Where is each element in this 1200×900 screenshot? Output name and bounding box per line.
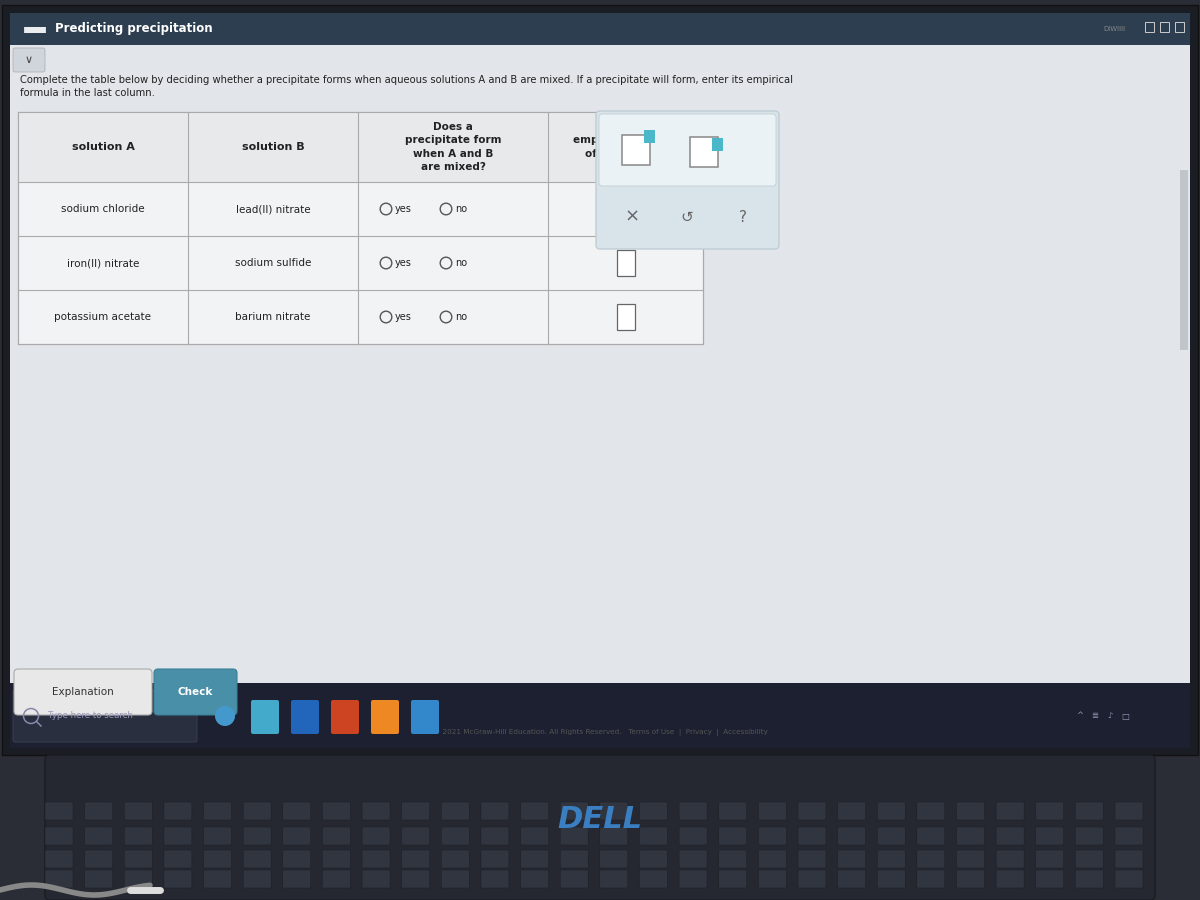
FancyBboxPatch shape	[1115, 870, 1142, 888]
FancyBboxPatch shape	[18, 112, 703, 182]
FancyBboxPatch shape	[679, 850, 707, 868]
FancyBboxPatch shape	[362, 802, 390, 820]
FancyBboxPatch shape	[46, 850, 73, 868]
Text: © 2021 McGraw-Hill Education. All Rights Reserved.   Terms of Use  |  Privacy  |: © 2021 McGraw-Hill Education. All Rights…	[432, 729, 768, 736]
FancyBboxPatch shape	[402, 827, 430, 845]
FancyBboxPatch shape	[164, 850, 192, 868]
FancyBboxPatch shape	[85, 827, 113, 845]
FancyBboxPatch shape	[10, 13, 1190, 748]
FancyBboxPatch shape	[442, 827, 469, 845]
Text: Explanation: Explanation	[52, 687, 114, 697]
FancyBboxPatch shape	[560, 802, 588, 820]
Text: Does a
precipitate form
when A and B
are mixed?: Does a precipitate form when A and B are…	[404, 122, 502, 172]
Text: iron(II) nitrate: iron(II) nitrate	[67, 258, 139, 268]
FancyBboxPatch shape	[362, 827, 390, 845]
FancyBboxPatch shape	[442, 850, 469, 868]
FancyBboxPatch shape	[917, 802, 944, 820]
FancyBboxPatch shape	[442, 870, 469, 888]
FancyBboxPatch shape	[323, 802, 350, 820]
FancyBboxPatch shape	[798, 802, 826, 820]
FancyBboxPatch shape	[1075, 827, 1103, 845]
Text: no: no	[455, 312, 467, 322]
FancyBboxPatch shape	[204, 870, 232, 888]
Text: DELL: DELL	[558, 806, 642, 834]
FancyBboxPatch shape	[1036, 827, 1063, 845]
Text: ∨: ∨	[25, 55, 34, 65]
FancyBboxPatch shape	[290, 700, 319, 734]
FancyBboxPatch shape	[442, 802, 469, 820]
FancyBboxPatch shape	[1115, 850, 1142, 868]
FancyBboxPatch shape	[362, 870, 390, 888]
FancyBboxPatch shape	[712, 138, 722, 151]
FancyBboxPatch shape	[838, 850, 865, 868]
FancyBboxPatch shape	[622, 135, 650, 165]
FancyBboxPatch shape	[640, 870, 667, 888]
Text: solution A: solution A	[72, 142, 134, 152]
FancyBboxPatch shape	[283, 802, 311, 820]
Text: ↺: ↺	[680, 210, 694, 224]
FancyBboxPatch shape	[600, 850, 628, 868]
FancyBboxPatch shape	[758, 870, 786, 888]
FancyBboxPatch shape	[679, 827, 707, 845]
FancyBboxPatch shape	[10, 720, 1190, 745]
FancyBboxPatch shape	[1180, 170, 1188, 350]
Text: ^: ^	[1076, 712, 1084, 721]
Text: potassium acetate: potassium acetate	[54, 312, 151, 322]
FancyBboxPatch shape	[560, 870, 588, 888]
FancyBboxPatch shape	[596, 111, 779, 249]
Text: barium nitrate: barium nitrate	[235, 312, 311, 322]
FancyBboxPatch shape	[244, 870, 271, 888]
FancyBboxPatch shape	[244, 802, 271, 820]
FancyBboxPatch shape	[204, 827, 232, 845]
FancyBboxPatch shape	[996, 870, 1024, 888]
FancyBboxPatch shape	[617, 304, 635, 330]
Text: DIWIIII: DIWIIII	[1103, 26, 1126, 32]
FancyBboxPatch shape	[481, 827, 509, 845]
FancyBboxPatch shape	[956, 850, 984, 868]
FancyBboxPatch shape	[719, 802, 746, 820]
FancyBboxPatch shape	[46, 755, 1154, 900]
FancyBboxPatch shape	[85, 870, 113, 888]
Text: sodium sulfide: sodium sulfide	[235, 258, 311, 268]
FancyBboxPatch shape	[402, 802, 430, 820]
FancyBboxPatch shape	[323, 827, 350, 845]
FancyBboxPatch shape	[85, 850, 113, 868]
FancyBboxPatch shape	[758, 827, 786, 845]
FancyBboxPatch shape	[18, 112, 703, 344]
FancyBboxPatch shape	[283, 850, 311, 868]
FancyBboxPatch shape	[204, 850, 232, 868]
FancyBboxPatch shape	[877, 870, 905, 888]
FancyBboxPatch shape	[917, 827, 944, 845]
FancyBboxPatch shape	[1115, 802, 1142, 820]
Text: empirical formula
of precipitate: empirical formula of precipitate	[574, 135, 678, 158]
FancyBboxPatch shape	[13, 48, 46, 72]
FancyBboxPatch shape	[244, 850, 271, 868]
Text: no: no	[455, 258, 467, 268]
FancyBboxPatch shape	[164, 802, 192, 820]
Text: Complete the table below by deciding whether a precipitate forms when aqueous so: Complete the table below by deciding whe…	[20, 75, 793, 85]
FancyBboxPatch shape	[798, 850, 826, 868]
FancyBboxPatch shape	[125, 850, 152, 868]
FancyBboxPatch shape	[481, 850, 509, 868]
FancyBboxPatch shape	[481, 802, 509, 820]
Text: yes: yes	[395, 204, 412, 214]
FancyBboxPatch shape	[46, 870, 73, 888]
FancyBboxPatch shape	[600, 802, 628, 820]
FancyBboxPatch shape	[323, 850, 350, 868]
FancyBboxPatch shape	[838, 827, 865, 845]
Text: Type here to search: Type here to search	[48, 712, 133, 721]
FancyBboxPatch shape	[164, 870, 192, 888]
FancyBboxPatch shape	[1036, 802, 1063, 820]
FancyBboxPatch shape	[838, 870, 865, 888]
FancyBboxPatch shape	[2, 5, 1198, 755]
FancyBboxPatch shape	[600, 870, 628, 888]
FancyBboxPatch shape	[1075, 802, 1103, 820]
FancyBboxPatch shape	[798, 827, 826, 845]
FancyBboxPatch shape	[244, 827, 271, 845]
FancyBboxPatch shape	[125, 802, 152, 820]
FancyBboxPatch shape	[679, 870, 707, 888]
Text: formula in the last column.: formula in the last column.	[20, 88, 155, 98]
FancyBboxPatch shape	[996, 802, 1024, 820]
FancyBboxPatch shape	[758, 850, 786, 868]
